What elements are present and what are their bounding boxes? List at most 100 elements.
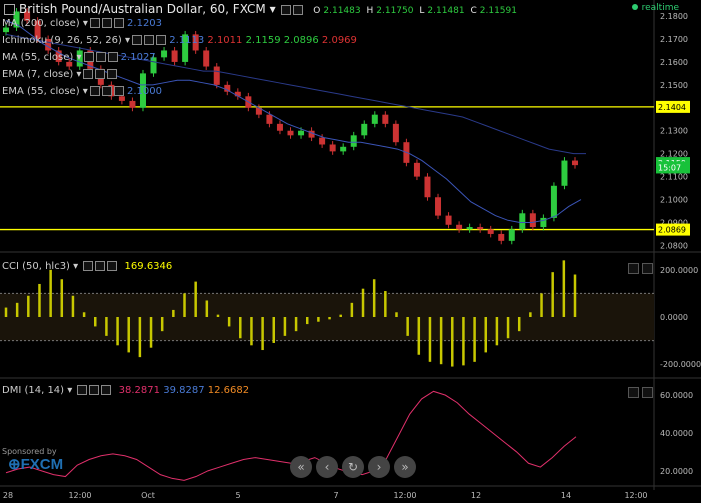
candle <box>66 61 73 67</box>
close-icon[interactable] <box>113 86 124 96</box>
candle <box>561 160 568 186</box>
indicator-value: 2.0896 <box>280 35 319 46</box>
settings-icon[interactable] <box>83 261 94 271</box>
candle <box>319 137 326 145</box>
hide-icon[interactable] <box>95 261 106 271</box>
candle <box>572 160 578 166</box>
time-axis-label: 5 <box>235 491 240 500</box>
candle <box>350 135 357 147</box>
candle <box>234 91 241 97</box>
refresh-icon[interactable]: ↻ <box>342 456 364 478</box>
indicator-label[interactable]: Ichimoku (9, 26, 52, 26) ▾ <box>2 35 131 46</box>
dmi-tick-label: 40.0000 <box>660 429 693 438</box>
indicator-row: EMA (7, close) ▾ <box>2 69 118 80</box>
symbol-title[interactable]: British Pound/Australian Dollar, 60, FXC… <box>19 2 266 16</box>
price-tick-label: 2.1000 <box>660 196 688 205</box>
candle <box>329 144 336 152</box>
cci-legend: CCI (50, hlc3) ▾ 169.6346 <box>2 261 173 272</box>
candle <box>540 217 547 228</box>
time-axis-label: 12:00 <box>68 491 91 500</box>
indicator-value: 2.0969 <box>318 35 357 46</box>
price-marker <box>656 161 690 174</box>
close-icon[interactable] <box>101 385 112 395</box>
indicator-value: 2.1027 <box>117 52 156 63</box>
chart-header: British Pound/Australian Dollar, 60, FXC… <box>4 2 520 16</box>
indicator-value: 2.1000 <box>123 86 162 97</box>
candle <box>224 84 231 92</box>
price-tick-label: 2.1500 <box>660 81 688 90</box>
settings-icon[interactable] <box>83 69 94 79</box>
candle <box>287 130 294 136</box>
settings-icon[interactable] <box>89 86 100 96</box>
indicator-label[interactable]: MA (200, close) ▾ <box>2 18 88 29</box>
indicator-label[interactable]: EMA (7, close) ▾ <box>2 69 82 80</box>
candle <box>55 50 62 62</box>
nav-first-icon[interactable]: « <box>290 456 312 478</box>
nav-next-icon[interactable]: › <box>368 456 390 478</box>
candle <box>203 50 210 67</box>
close-icon[interactable] <box>113 18 124 28</box>
candle <box>298 130 305 136</box>
candle <box>529 213 536 228</box>
candle <box>34 20 41 39</box>
candle <box>161 50 168 58</box>
cci-label[interactable]: CCI (50, hlc3) <box>2 261 70 272</box>
close-icon[interactable] <box>107 69 118 79</box>
chevron-down-icon[interactable]: ▾ <box>269 2 276 16</box>
indicator-value: 2.1159 <box>242 35 281 46</box>
cci-tick-label: 200.0000 <box>660 266 698 275</box>
settings-icon[interactable] <box>77 385 88 395</box>
nav-last-icon[interactable]: » <box>394 456 416 478</box>
candle <box>371 114 378 124</box>
indicator-row: MA (200, close) ▾ 2.1203 <box>2 18 162 29</box>
maximize-icon[interactable] <box>628 263 639 274</box>
hide-icon[interactable] <box>101 18 112 28</box>
dmi-minus-value: 39.8287 <box>163 385 205 396</box>
hide-icon[interactable] <box>144 35 155 45</box>
price-marker-label: 2.1404 <box>658 103 686 112</box>
hide-icon[interactable] <box>293 4 304 15</box>
settings-icon[interactable] <box>89 18 100 28</box>
hide-icon[interactable] <box>95 69 106 79</box>
candle <box>424 176 431 198</box>
candle <box>361 123 368 136</box>
maximize-icon[interactable] <box>628 387 639 398</box>
fxcm-logo[interactable]: ⊕FXCM <box>8 456 64 473</box>
dmi-label[interactable]: DMI (14, 14) <box>2 385 65 396</box>
sponsor-text: Sponsored by <box>2 447 57 456</box>
indicator-label[interactable]: EMA (55, close) ▾ <box>2 86 88 97</box>
time-axis-label: Oct <box>141 491 155 500</box>
candle <box>276 123 283 131</box>
time-axis-label: 12 <box>471 491 481 500</box>
hide-icon[interactable] <box>101 86 112 96</box>
close-icon[interactable] <box>642 387 653 398</box>
close-icon[interactable] <box>107 52 118 62</box>
candle <box>213 66 220 85</box>
close-icon[interactable] <box>107 261 118 271</box>
settings-icon[interactable] <box>132 35 143 45</box>
menu-icon[interactable] <box>4 4 15 15</box>
low-value: 2.11481 <box>427 6 465 16</box>
dmi-tick-label: 60.0000 <box>660 391 693 400</box>
time-axis-label: 12:00 <box>393 491 416 500</box>
hide-icon[interactable] <box>89 385 100 395</box>
candle <box>129 100 136 108</box>
candle <box>445 215 452 225</box>
settings-icon[interactable] <box>83 52 94 62</box>
candle <box>382 114 389 124</box>
indicator-value: 2.1203 <box>123 18 163 29</box>
indicator-value: 2.1011 <box>204 35 243 46</box>
candle <box>266 114 273 124</box>
price-marker <box>656 100 690 113</box>
close-icon[interactable] <box>156 35 167 45</box>
close-icon[interactable] <box>642 263 653 274</box>
dmi-tick-label: 20.0000 <box>660 467 693 476</box>
price-tick-label: 2.1600 <box>660 58 688 67</box>
settings-icon[interactable] <box>281 4 292 15</box>
time-axis-label: 14 <box>561 491 571 500</box>
nav-prev-icon[interactable]: ‹ <box>316 456 338 478</box>
indicator-row: MA (55, close) ▾ 2.1027 <box>2 52 156 63</box>
time-axis-label: 12:00 <box>624 491 647 500</box>
hide-icon[interactable] <box>95 52 106 62</box>
indicator-label[interactable]: MA (55, close) ▾ <box>2 52 82 63</box>
